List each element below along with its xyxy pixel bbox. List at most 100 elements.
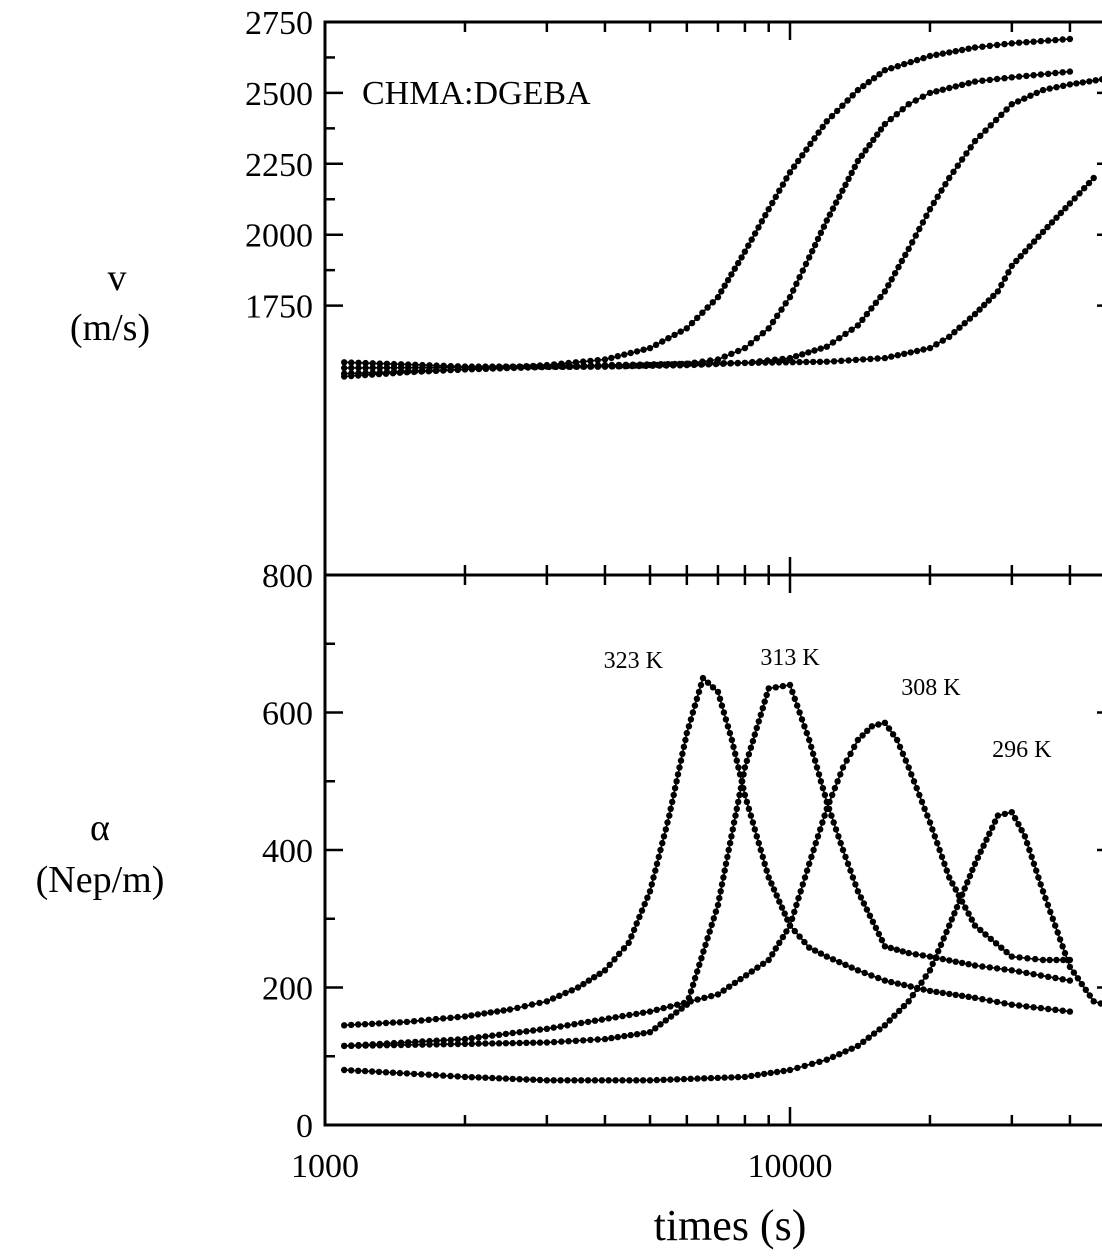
bottom-series-point-2 (814, 833, 822, 840)
bottom-series-point-2 (859, 732, 866, 739)
top-series-point-1 (1023, 72, 1030, 80)
bottom-series-point-2 (390, 1039, 398, 1047)
bottom-series-point-2 (899, 750, 907, 757)
bottom-series-point-0 (676, 764, 683, 771)
bottom-series-point-3 (876, 1026, 883, 1033)
bottom-series-point-3 (461, 1073, 469, 1081)
bottom-series-point-1 (633, 1031, 641, 1038)
bottom-series-point-0 (669, 798, 676, 806)
bottom-series-point-2 (908, 771, 915, 778)
bottom-series-point-1 (844, 860, 852, 867)
top-series-point-0 (1023, 39, 1030, 46)
bottom-series-point-3 (969, 866, 976, 874)
bottom-series-point-2 (660, 1004, 667, 1012)
top-series-point-2 (888, 276, 895, 283)
top-y-tick-label: 2500 (245, 76, 313, 113)
bottom-series-point-0 (747, 812, 755, 819)
top-series-point-0 (901, 60, 908, 68)
bottom-series-point-1 (819, 784, 827, 792)
bottom-series-point-0 (724, 723, 732, 730)
top-series-point-3 (810, 358, 817, 366)
bottom-series-point-2 (889, 731, 897, 738)
top-series-point-2 (881, 288, 889, 295)
top-series-point-3 (1001, 275, 1009, 282)
bottom-series-point-2 (916, 791, 923, 799)
top-series-point-0 (828, 112, 836, 120)
bottom-series-point-3 (1052, 922, 1059, 929)
bottom-series-point-1 (893, 946, 900, 953)
bottom-series-point-2 (831, 784, 839, 792)
top-series-point-3 (951, 329, 958, 336)
top-series-point-3 (713, 360, 721, 367)
bottom-series-point-2 (646, 1008, 654, 1015)
bottom-series-point-0 (761, 860, 768, 867)
bottom-series-point-3 (953, 903, 961, 911)
top-series-point-0 (608, 354, 615, 362)
bottom-series-point-2 (598, 1016, 606, 1023)
bottom-series-point-2 (376, 1040, 383, 1048)
bottom-y-tick-label: 600 (262, 696, 313, 733)
top-series-point-3 (685, 360, 693, 367)
bottom-series-point-0 (662, 826, 669, 833)
bottom-series-point-0 (778, 904, 786, 911)
top-series-point-2 (1046, 85, 1053, 92)
top-series-point-3 (1076, 190, 1083, 197)
top-series-point-3 (390, 368, 398, 376)
bottom-series-point-2 (516, 1029, 523, 1036)
bottom-series-point-3 (994, 812, 1002, 819)
top-series-point-2 (848, 326, 855, 333)
bottom-series-point-0 (628, 933, 635, 940)
top-series-point-0 (724, 276, 732, 284)
bottom-series-point-3 (578, 1077, 585, 1084)
top-series-point-1 (820, 223, 828, 230)
bottom-series-point-3 (1039, 888, 1047, 895)
top-series-point-3 (1090, 174, 1097, 182)
bottom-series-point-0 (670, 791, 677, 799)
top-series-point-2 (1039, 86, 1047, 94)
top-series-point-0 (907, 58, 914, 66)
bottom-series-point-0 (848, 964, 855, 971)
top-series-point-3 (1066, 200, 1074, 207)
top-series-point-0 (665, 335, 672, 342)
bottom-series-point-1 (743, 757, 751, 765)
top-series-point-3 (573, 362, 581, 370)
top-series-point-1 (1059, 69, 1066, 76)
bottom-series-point-0 (881, 977, 889, 984)
bottom-panel: 0 200 400 600 1000 10000 323 K 313 K 308 K 296 … (36, 573, 1102, 1250)
top-series-point-2 (1003, 106, 1010, 113)
top-series-point-1 (939, 86, 946, 93)
bottom-series-point-1 (755, 718, 762, 725)
top-series-point-0 (721, 282, 728, 289)
bottom-series-point-0 (759, 853, 766, 861)
top-series-point-1 (826, 211, 834, 218)
top-series-point-2 (1027, 92, 1034, 99)
top-series-point-3 (1021, 248, 1029, 255)
bottom-series-point-2 (694, 996, 701, 1003)
bottom-series-point-3 (922, 973, 929, 980)
bottom-series-point-1 (722, 860, 730, 867)
bottom-series-point-1 (817, 778, 825, 785)
bottom-series-point-2 (896, 743, 904, 751)
bottom-series-point-1 (725, 846, 732, 854)
bottom-series-point-1 (717, 888, 724, 895)
top-series-point-3 (734, 359, 742, 367)
top-series-point-3 (956, 324, 963, 331)
bottom-series-point-2 (440, 1037, 447, 1044)
bottom-series-point-2 (674, 1001, 681, 1008)
bottom-series-point-1 (502, 1040, 510, 1047)
bottom-series-point-3 (1056, 936, 1064, 943)
bottom-series-point-2 (495, 1031, 503, 1039)
bottom-series-point-2 (941, 860, 948, 867)
bottom-series-point-3 (1023, 839, 1031, 847)
top-series-point-3 (622, 361, 630, 368)
bottom-series-point-3 (489, 1074, 496, 1082)
bottom-series-point-2 (369, 1041, 376, 1048)
bottom-series-point-2 (720, 987, 727, 994)
bottom-series-point-3 (956, 897, 963, 905)
top-series-point-3 (1039, 228, 1047, 236)
bottom-series-point-3 (1011, 815, 1019, 822)
bottom-series-point-1 (667, 1013, 675, 1020)
top-series-point-1 (832, 199, 840, 206)
bottom-series-point-1 (939, 955, 946, 963)
bottom-series-point-2 (584, 1018, 592, 1026)
